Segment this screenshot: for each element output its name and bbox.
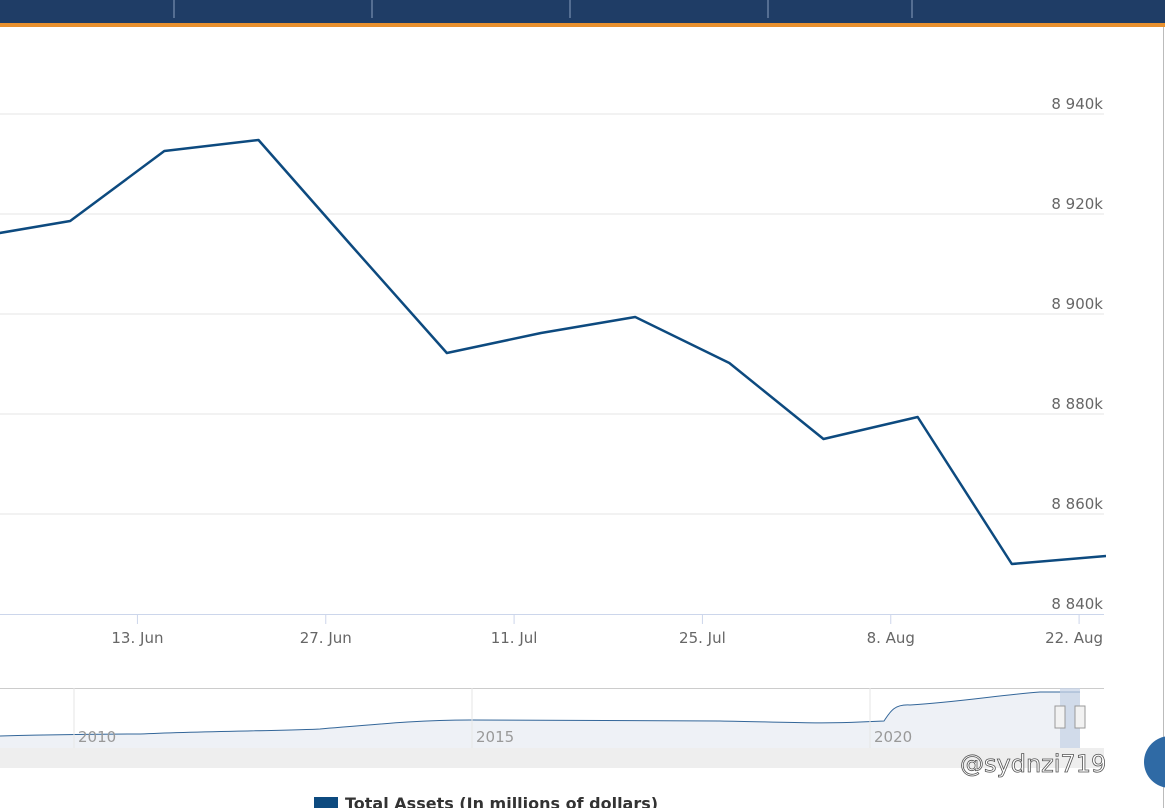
x-tick-label: 11. Jul [491, 629, 538, 647]
y-tick-label: 8 880k [1051, 395, 1103, 413]
navigator-area [0, 692, 1080, 748]
x-tick-label: 25. Jul [679, 629, 726, 647]
y-tick-label: 8 920k [1051, 195, 1103, 213]
top-bar-accent [0, 23, 1165, 27]
tab-dividers [173, 0, 913, 18]
navigator-handle[interactable] [1074, 705, 1086, 729]
watermark: @sydnzi719 [960, 750, 1106, 778]
y-tick-label: 8 840k [1051, 595, 1103, 613]
x-tick-label: 22. Aug [1045, 629, 1103, 647]
line-series [0, 138, 1106, 566]
scrollbar[interactable] [0, 748, 1104, 768]
y-tick-label: 8 860k [1051, 495, 1103, 513]
legend-symbol [314, 797, 338, 808]
navigator-label: 2010 [78, 728, 116, 746]
legend-label[interactable]: Total Assets (In millions of dollars) [345, 794, 658, 808]
x-tick-label: 13. Jun [111, 629, 163, 647]
navigator-series [0, 691, 1080, 737]
side-button[interactable] [1144, 736, 1165, 788]
navigator-label: 2020 [874, 728, 912, 746]
y-tick-label: 8 900k [1051, 295, 1103, 313]
navigator-handle[interactable] [1054, 705, 1066, 729]
navigator-label: 2015 [476, 728, 514, 746]
x-tick-label: 8. Aug [867, 629, 915, 647]
x-tick-label: 27. Jun [300, 629, 352, 647]
navigator-range [1060, 688, 1080, 748]
y-tick-label: 8 940k [1051, 95, 1103, 113]
top-bar [0, 0, 1165, 23]
